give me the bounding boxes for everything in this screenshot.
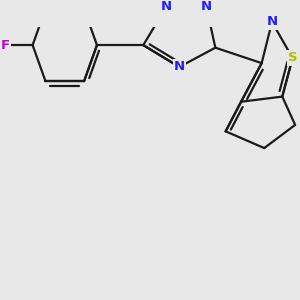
Text: N: N <box>161 0 172 13</box>
Text: N: N <box>201 0 212 13</box>
Text: F: F <box>1 39 10 52</box>
Text: N: N <box>174 61 185 74</box>
Text: N: N <box>266 15 278 28</box>
Text: S: S <box>288 52 297 64</box>
